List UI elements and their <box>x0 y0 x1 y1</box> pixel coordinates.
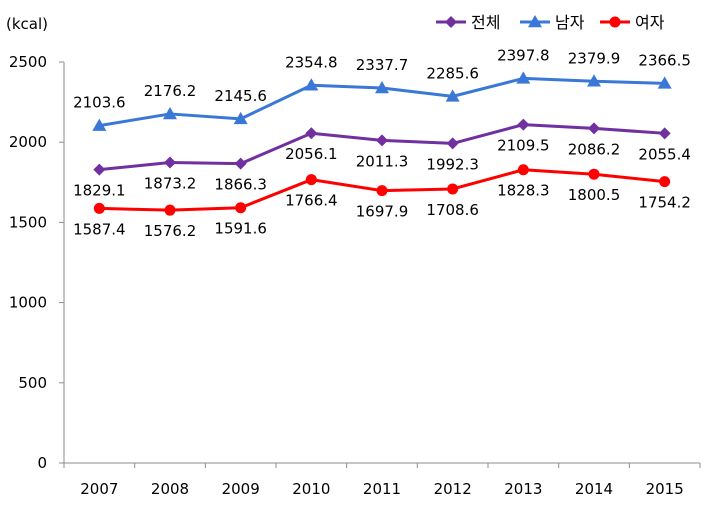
data-label: 1766.4 <box>285 192 338 210</box>
y-axis-unit-label: (kcal) <box>6 15 48 33</box>
series-1 <box>92 71 672 131</box>
data-label: 2103.6 <box>73 94 126 112</box>
data-point <box>304 78 319 91</box>
data-label: 2056.1 <box>285 145 338 163</box>
y-tick-label: 1000 <box>9 294 47 312</box>
data-label: 2086.2 <box>568 140 621 158</box>
data-label: 1708.6 <box>426 201 479 219</box>
legend-label: 여자 <box>635 13 665 32</box>
x-tick-label: 2008 <box>151 480 189 498</box>
data-label: 2366.5 <box>638 51 691 69</box>
data-label: 2285.6 <box>426 64 479 82</box>
data-point <box>164 204 176 216</box>
data-label: 1587.4 <box>73 220 126 238</box>
data-label: 1828.3 <box>497 182 550 200</box>
data-label: 1754.2 <box>638 194 691 212</box>
data-point <box>516 71 531 84</box>
data-point <box>163 106 177 120</box>
y-tick-label: 500 <box>18 374 47 392</box>
y-tick-label: 0 <box>37 454 47 472</box>
data-point <box>93 163 106 176</box>
legend: 전체 남자 여자 <box>436 13 665 32</box>
data-label: 1829.1 <box>73 182 126 200</box>
x-tick-label: 2013 <box>504 480 542 498</box>
axes: (kcal) 0 500 1000 1500 2000 2500 2007 2008 2009 20… <box>6 15 701 498</box>
data-labels: 1829.1 1873.2 1866.3 2056.1 2011.3 1992.3 2109… <box>73 46 691 240</box>
legend-marker <box>528 15 542 28</box>
data-label: 1873.2 <box>144 175 197 193</box>
legend-label: 남자 <box>555 13 585 32</box>
data-label: 2397.8 <box>497 46 550 64</box>
data-label: 2379.9 <box>568 49 621 67</box>
data-label: 1576.2 <box>144 222 197 240</box>
legend-label: 전체 <box>471 13 500 32</box>
data-label: 2337.7 <box>356 56 409 74</box>
y-tick-label: 2500 <box>9 53 47 71</box>
data-point <box>164 156 176 169</box>
data-label: 2055.4 <box>638 145 691 163</box>
y-tick-label: 2000 <box>9 133 47 151</box>
data-label: 1800.5 <box>568 186 621 204</box>
data-label: 2354.8 <box>285 53 338 71</box>
data-point <box>305 174 317 186</box>
data-point <box>657 76 672 89</box>
data-label: 1992.3 <box>426 155 479 173</box>
x-tick-label: 2007 <box>80 480 118 498</box>
x-tick-label: 2009 <box>222 480 260 498</box>
x-tick-label: 2011 <box>363 480 401 498</box>
data-point <box>517 118 530 131</box>
data-label: 1697.9 <box>356 203 409 221</box>
data-point <box>92 118 107 131</box>
data-label: 2176.2 <box>144 82 197 100</box>
x-tick-label: 2010 <box>292 480 330 498</box>
data-label: 2109.5 <box>497 137 550 155</box>
data-point <box>588 122 600 135</box>
x-tick-label: 2015 <box>646 480 684 498</box>
data-label: 2011.3 <box>356 152 409 170</box>
data-point <box>93 202 105 214</box>
data-point <box>447 183 459 195</box>
data-point <box>376 134 388 147</box>
data-point <box>445 89 460 102</box>
x-tick-label: 2014 <box>575 480 613 498</box>
data-label: 1591.6 <box>214 220 267 238</box>
data-point <box>517 164 529 176</box>
data-point <box>658 127 671 140</box>
data-point <box>233 111 248 125</box>
series-group <box>92 71 672 216</box>
legend-marker <box>445 16 457 28</box>
data-point <box>375 81 389 94</box>
x-tick-label: 2012 <box>434 480 472 498</box>
series-0 <box>93 118 671 176</box>
data-label: 1866.3 <box>214 176 267 194</box>
data-point <box>234 157 247 170</box>
data-point <box>659 176 671 188</box>
series-2 <box>93 164 671 216</box>
data-point <box>305 127 318 140</box>
data-point <box>376 185 388 197</box>
data-point <box>446 137 459 150</box>
y-tick-label: 1500 <box>9 213 47 231</box>
legend-marker <box>609 16 621 28</box>
data-label: 2145.6 <box>214 87 267 105</box>
data-point <box>235 202 247 214</box>
data-point <box>587 74 601 87</box>
data-point <box>588 168 600 180</box>
